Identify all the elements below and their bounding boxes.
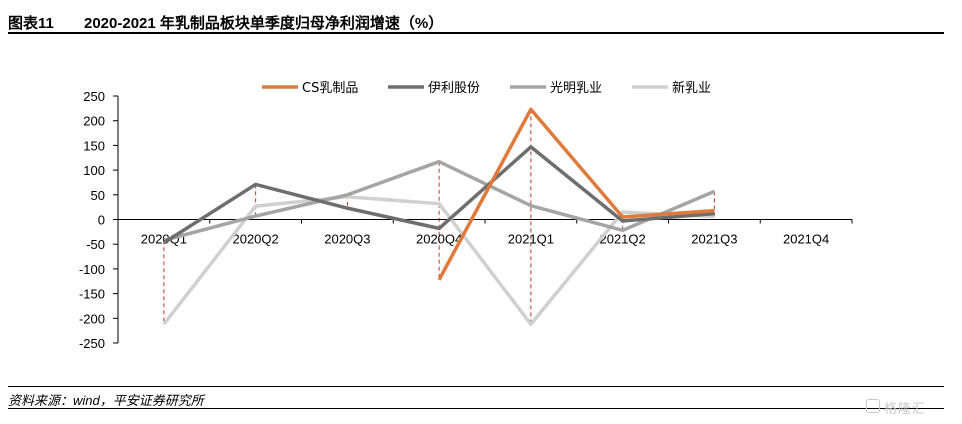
chart-legend: CS乳制品 伊利股份 光明乳业 新乳业 [262,80,711,96]
y-tick-label: -250 [79,336,105,351]
x-tick-label: 2020Q3 [324,232,370,247]
x-tick-label: 2020Q2 [232,232,278,247]
gelonghui-logo-icon [866,399,880,413]
y-tick-label: -200 [79,311,105,326]
y-tick-label: 150 [83,138,105,153]
series-line-1 [437,107,715,281]
series-lines [162,107,716,326]
figure-title: 2020-2021 年乳制品板块单季度归母净利润增速（%） [84,15,444,32]
x-tick-label: 2021Q3 [691,232,737,247]
watermark: 格隆汇 [866,396,956,420]
series-line-3 [163,159,716,242]
y-tick-label: 100 [83,163,105,178]
source-note: 资料来源：wind，平安证券研究所 [8,393,204,408]
chart-axes: 250200150100500-50-100-150-200-2502020Q1… [79,89,853,351]
x-tick-label: 2020Q4 [416,232,462,247]
series-line-4 [162,195,715,326]
y-tick-label: 0 [98,213,105,228]
y-tick-label: -150 [79,287,105,302]
y-tick-label: 200 [83,114,105,129]
legend-label-4: 新乳业 [672,80,711,96]
y-tick-label: 250 [83,89,105,104]
series-line-2 [162,145,715,245]
figure-header: 图表11 2020-2021 年乳制品板块单季度归母净利润增速（%） [8,12,944,34]
y-tick-label: 50 [91,188,105,203]
legend-label-2: 伊利股份 [428,81,480,96]
legend-label-1: CS乳制品 [302,81,358,96]
footer-divider-bottom [8,408,944,409]
figure-number: 图表11 [8,15,54,32]
x-tick-label: 2021Q2 [599,232,645,247]
watermark-text: 格隆汇 [884,402,927,417]
footer-divider-top [8,386,944,387]
x-tick-label: 2021Q1 [508,232,554,247]
y-tick-label: -100 [79,262,105,277]
x-tick-label: 2021Q4 [783,232,829,247]
legend-label-3: 光明乳业 [550,81,602,96]
y-tick-label: -50 [86,237,105,252]
